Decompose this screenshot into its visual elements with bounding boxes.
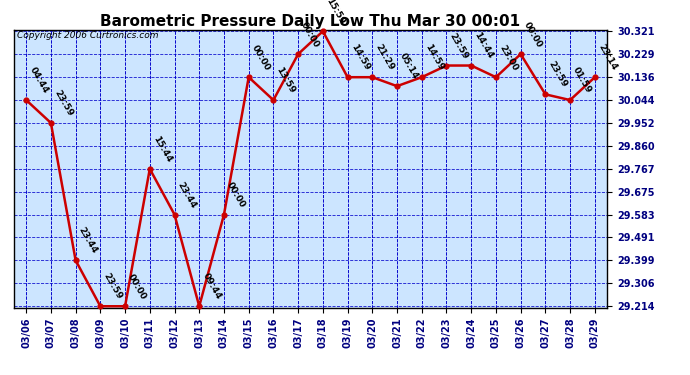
Text: 15:59: 15:59 xyxy=(324,0,346,26)
Point xyxy=(194,303,205,309)
Text: 23:59: 23:59 xyxy=(101,272,124,301)
Text: 04:44: 04:44 xyxy=(28,66,50,95)
Point xyxy=(491,74,502,80)
Point xyxy=(317,28,328,34)
Point xyxy=(95,303,106,309)
Text: Copyright 2006 Curtronics.com: Copyright 2006 Curtronics.com xyxy=(17,32,158,40)
Text: 00:00: 00:00 xyxy=(225,181,247,210)
Point xyxy=(515,51,526,57)
Text: 23:44: 23:44 xyxy=(176,180,198,210)
Text: 23:14: 23:14 xyxy=(596,43,618,72)
Point xyxy=(367,74,378,80)
Point xyxy=(540,92,551,98)
Point xyxy=(564,97,575,103)
Point xyxy=(589,74,600,80)
Text: 01:59: 01:59 xyxy=(571,66,593,95)
Text: 14:59: 14:59 xyxy=(349,43,371,72)
Point xyxy=(219,211,230,217)
Point xyxy=(243,74,254,80)
Point xyxy=(46,120,57,126)
Point xyxy=(21,97,32,103)
Text: 23:59: 23:59 xyxy=(448,31,470,61)
Point xyxy=(268,97,279,103)
Text: 21:29: 21:29 xyxy=(373,43,396,72)
Point xyxy=(144,166,155,172)
Text: 23:44: 23:44 xyxy=(77,226,99,255)
Text: 23:00: 23:00 xyxy=(497,43,519,72)
Point xyxy=(391,83,402,89)
Text: 00:00: 00:00 xyxy=(126,273,148,301)
Point xyxy=(293,51,304,57)
Point xyxy=(119,303,130,309)
Point xyxy=(416,74,427,80)
Text: 14:59: 14:59 xyxy=(423,43,445,72)
Point xyxy=(441,63,452,69)
Text: 14:44: 14:44 xyxy=(473,31,495,61)
Point xyxy=(466,63,477,69)
Text: 05:14: 05:14 xyxy=(398,52,420,81)
Point xyxy=(169,211,180,217)
Text: 23:59: 23:59 xyxy=(52,88,75,118)
Text: 15:44: 15:44 xyxy=(151,134,173,164)
Text: 09:44: 09:44 xyxy=(201,272,223,301)
Point xyxy=(342,74,353,80)
Text: 00:00: 00:00 xyxy=(522,20,544,49)
Point xyxy=(70,257,81,263)
Text: 23:59: 23:59 xyxy=(546,60,569,89)
Text: 00:00: 00:00 xyxy=(250,44,272,72)
Text: 00:00: 00:00 xyxy=(299,20,322,49)
Title: Barometric Pressure Daily Low Thu Mar 30 00:01: Barometric Pressure Daily Low Thu Mar 30… xyxy=(101,14,520,29)
Text: 13:59: 13:59 xyxy=(275,66,297,95)
